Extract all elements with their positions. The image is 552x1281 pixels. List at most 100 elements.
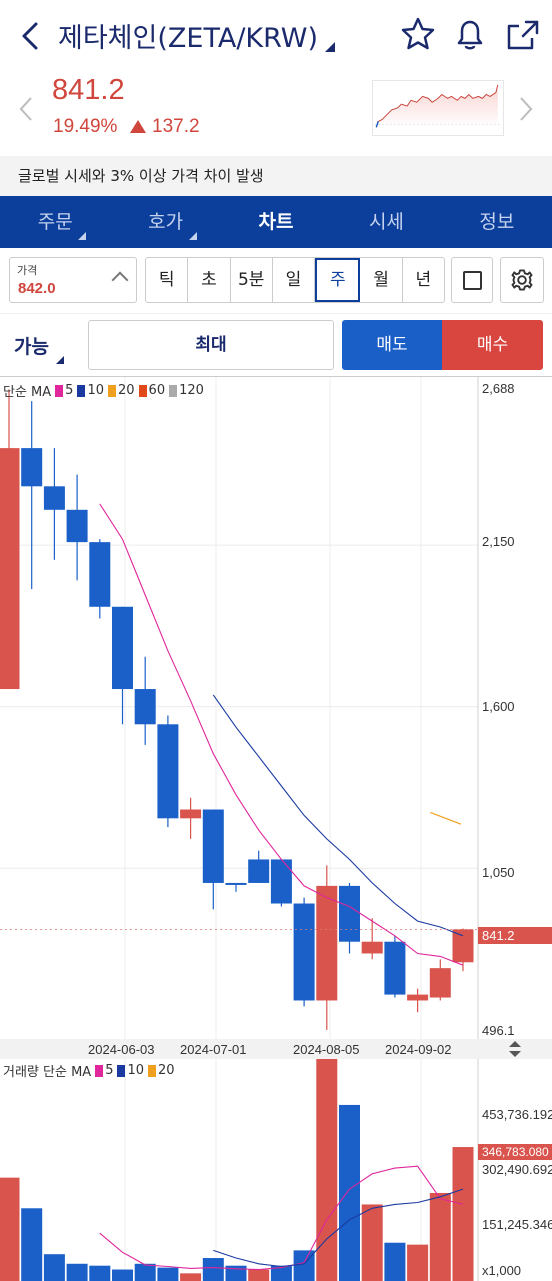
- period-5min[interactable]: 5분: [231, 258, 273, 302]
- drawing-toggle-button[interactable]: [451, 257, 493, 303]
- legend-swatch: [169, 384, 178, 397]
- legend-swatch: [117, 1064, 126, 1077]
- price-summary: 841.2 19.49% 137.2: [0, 72, 552, 156]
- volume-bar: [429, 1192, 451, 1281]
- ma5-line: [99, 503, 464, 966]
- period-second[interactable]: 초: [188, 258, 231, 302]
- volume-bar: [248, 1269, 270, 1281]
- price-tick-label: 2,150: [482, 534, 515, 549]
- volume-bar: [0, 1177, 20, 1281]
- volume-bar: [66, 1263, 88, 1281]
- change-up-triangle-icon: [130, 120, 146, 133]
- page-title[interactable]: 제타체인(ZETA/KRW): [58, 23, 319, 54]
- chart-toolbar: 가격 842.0 틱 초 5분 일 주 월 년: [0, 248, 552, 314]
- candle-body: [248, 859, 270, 883]
- price-selector-value: 842.0: [18, 280, 56, 297]
- date-label: 2024-07-01: [180, 1042, 247, 1057]
- share-icon[interactable]: [502, 14, 542, 54]
- candle-body: [66, 509, 88, 543]
- legend-label: 60: [148, 383, 166, 398]
- buy-button[interactable]: 매수: [442, 320, 543, 370]
- legend-label: 10: [87, 383, 104, 398]
- volume-tick-label: 453,736.192: [482, 1107, 552, 1122]
- period-year[interactable]: 년: [415, 270, 432, 290]
- prev-coin-chevron-icon[interactable]: [14, 94, 38, 124]
- volume-ma10-line: [213, 1188, 464, 1268]
- current-volume-marker: 346,783.080: [478, 1144, 552, 1160]
- tab-chart[interactable]: 차트: [221, 196, 331, 248]
- volume-bar: [384, 1242, 406, 1281]
- volume-bar: [21, 1208, 43, 1281]
- volume-bar: [134, 1263, 156, 1281]
- volume-bar: [157, 1267, 179, 1281]
- date-label: 2024-08-05: [293, 1042, 360, 1057]
- pane-resize-down-icon: [509, 1051, 521, 1057]
- period-day[interactable]: 일: [273, 258, 316, 302]
- volume-bar: [407, 1244, 429, 1281]
- volume-tick-label: 151,245.346: [482, 1217, 552, 1232]
- bell-icon[interactable]: [450, 14, 490, 54]
- candle-body: [134, 689, 156, 725]
- sell-button[interactable]: 매도: [342, 320, 442, 370]
- candle-body: [180, 809, 202, 819]
- legend-swatch: [148, 1064, 157, 1077]
- tab-info[interactable]: 정보: [442, 196, 552, 248]
- price-selector[interactable]: 가격 842.0: [9, 257, 137, 303]
- ma20-line: [430, 811, 462, 825]
- current-price: 841.2: [52, 74, 125, 106]
- quick-order-bar: 가능 최대 매도 매수: [0, 314, 552, 376]
- candlestick-chart[interactable]: 단순 MA 5 10 20 60 120 2,688 2,150 1,600 1…: [0, 376, 552, 1281]
- price-gap-notice[interactable]: 글로벌 시세와 3% 이상 가격 차이 발생: [0, 156, 552, 196]
- current-price-marker: 841.2: [478, 927, 552, 944]
- volume-ma-legend: 거래량 단순 MA 5 10 20: [3, 1061, 175, 1080]
- price-selector-label: 가격: [17, 264, 38, 277]
- date-label: 2024-09-02: [385, 1042, 452, 1057]
- date-label: 2024-06-03: [88, 1042, 155, 1057]
- candle-body: [225, 882, 247, 885]
- back-arrow-icon[interactable]: [16, 18, 46, 54]
- period-week[interactable]: 주: [315, 258, 361, 302]
- candle-body: [112, 606, 133, 690]
- gear-icon[interactable]: [500, 257, 544, 303]
- legend-label: 20: [118, 383, 135, 398]
- tab-orderbook[interactable]: 호가: [110, 196, 220, 248]
- period-tick[interactable]: 틱: [146, 258, 189, 302]
- legend-swatch: [55, 384, 64, 397]
- tab-label: 시세: [368, 211, 404, 233]
- legend-prefix: 거래량 단순 MA: [3, 1065, 92, 1080]
- period-selector: 틱 초 5분 일 주 월 년: [145, 257, 445, 303]
- legend-prefix: 단순 MA: [3, 385, 52, 400]
- pane-resize-up-icon: [509, 1041, 521, 1047]
- next-coin-chevron-icon[interactable]: [514, 94, 538, 124]
- volume-tick-label: x1,000: [482, 1263, 522, 1278]
- candle-body: [361, 941, 383, 954]
- legend-label: 120: [179, 383, 204, 398]
- max-quantity-button[interactable]: 최대: [88, 320, 334, 370]
- volume-ma5-line: [99, 1165, 464, 1271]
- legend-swatch: [77, 384, 86, 397]
- legend-label: 5: [65, 383, 74, 398]
- tab-corner-icon: [78, 232, 87, 240]
- candle-body: [429, 968, 451, 998]
- mini-price-chart[interactable]: [372, 80, 504, 136]
- candle-body: [43, 486, 65, 510]
- volume-bar: [43, 1254, 65, 1281]
- candle-body: [293, 903, 315, 1001]
- legend-swatch: [95, 1064, 104, 1077]
- volume-bar: [452, 1147, 474, 1281]
- title-dropdown-caret-icon[interactable]: [325, 42, 335, 52]
- notice-text: 글로벌 시세와 3% 이상 가격 차이 발생: [18, 167, 264, 185]
- period-month[interactable]: 월: [360, 258, 403, 302]
- available-selector[interactable]: 가능: [14, 336, 49, 358]
- candle-body: [89, 542, 111, 607]
- main-tabs: 주문 호가 차트 시세 정보: [0, 196, 552, 248]
- star-icon[interactable]: [398, 14, 438, 54]
- candle-body: [270, 859, 292, 904]
- candle-body: [21, 448, 43, 487]
- volume-tick-label: 302,490.692: [482, 1162, 552, 1177]
- tab-order[interactable]: 주문: [0, 196, 110, 248]
- price-tick-label: 496.1: [482, 1023, 515, 1038]
- legend-swatch: [108, 384, 116, 397]
- chart-canvas[interactable]: [0, 377, 552, 1281]
- tab-market-price[interactable]: 시세: [331, 196, 441, 248]
